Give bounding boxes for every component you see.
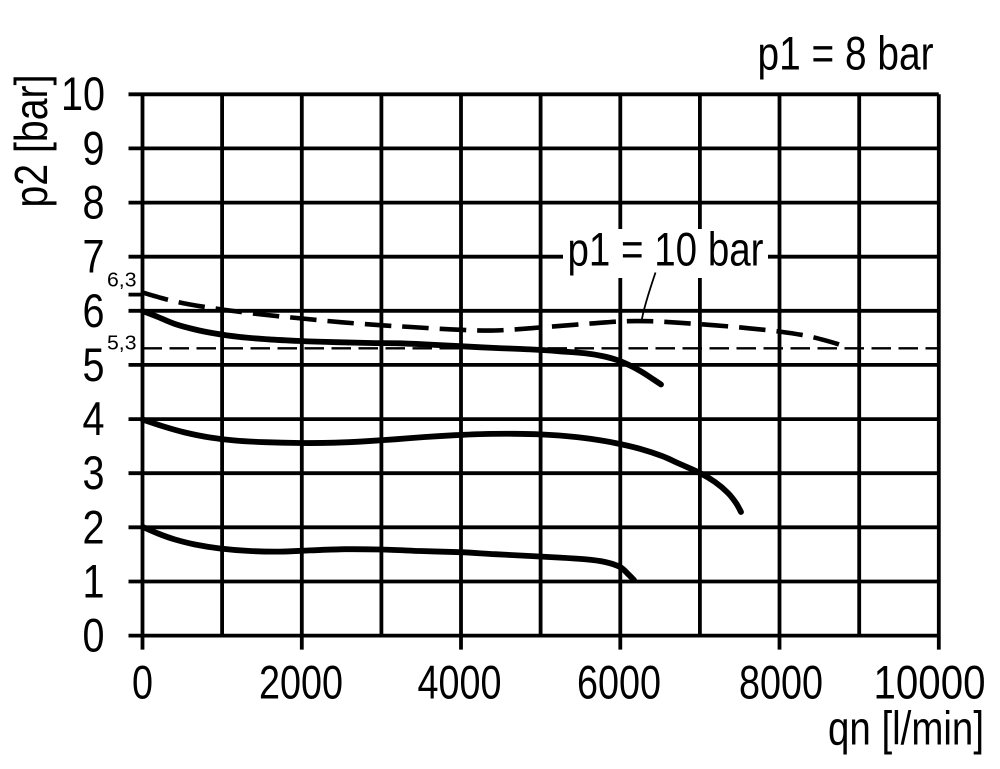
svg-text:9: 9 — [83, 122, 105, 175]
svg-text:3: 3 — [83, 447, 105, 500]
svg-text:8: 8 — [83, 177, 105, 230]
svg-text:5,3: 5,3 — [107, 332, 137, 355]
svg-text:6: 6 — [83, 285, 105, 338]
svg-text:2000: 2000 — [259, 657, 343, 710]
svg-text:2: 2 — [83, 501, 105, 554]
svg-text:5: 5 — [83, 339, 105, 392]
svg-text:p1 = 10 bar: p1 = 10 bar — [568, 224, 764, 277]
svg-text:qn [l/min]: qn [l/min] — [828, 703, 984, 756]
svg-text:p1 = 8 bar: p1 = 8 bar — [758, 28, 934, 81]
svg-text:4000: 4000 — [418, 657, 502, 710]
svg-text:p2 [bar]: p2 [bar] — [5, 75, 57, 208]
svg-text:6,3: 6,3 — [107, 269, 137, 292]
svg-text:10: 10 — [61, 68, 105, 121]
svg-text:7: 7 — [83, 231, 105, 284]
svg-text:0: 0 — [132, 657, 153, 710]
svg-text:6000: 6000 — [577, 657, 661, 710]
svg-text:10000: 10000 — [874, 657, 986, 710]
svg-text:8000: 8000 — [739, 657, 823, 710]
svg-text:0: 0 — [83, 610, 105, 663]
svg-text:1: 1 — [83, 555, 105, 608]
svg-text:4: 4 — [83, 393, 105, 446]
